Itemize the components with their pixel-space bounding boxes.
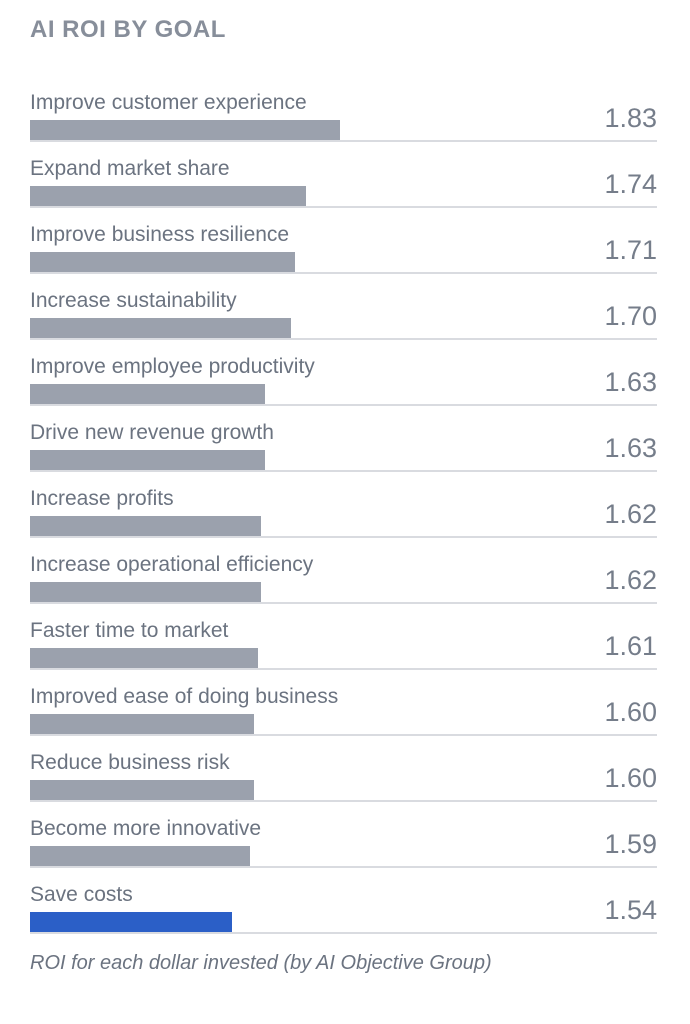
bar-track — [30, 912, 657, 934]
bar-label: Expand market share — [30, 157, 230, 180]
bar-value: 1.63 — [604, 433, 657, 463]
bar-label: Improve customer experience — [30, 91, 307, 114]
bar-value: 1.62 — [604, 565, 657, 595]
bar-row: Become more innovative 1.59 — [30, 816, 657, 868]
bar-row: Faster time to market 1.61 — [30, 618, 657, 670]
bar — [30, 846, 251, 866]
bar-label: Save costs — [30, 883, 133, 906]
bar-row: Increase operational efficiency 1.62 — [30, 552, 657, 604]
bar — [30, 186, 307, 206]
bar-label: Drive new revenue growth — [30, 421, 274, 444]
bar-value: 1.83 — [604, 103, 657, 133]
bar-row: Expand market share 1.74 — [30, 156, 657, 208]
bar-value: 1.60 — [604, 763, 657, 793]
bar-label: Improve employee productivity — [30, 355, 315, 378]
chart-title: AI ROI BY GOAL — [30, 16, 226, 43]
bar-label: Improve business resilience — [30, 223, 290, 246]
bar-label: Reduce business risk — [30, 751, 230, 774]
bar — [30, 714, 254, 734]
bar-label: Improved ease of doing business — [30, 685, 339, 708]
bar-track — [30, 318, 657, 340]
bar-track — [30, 516, 657, 538]
bar-label: Become more innovative — [30, 817, 262, 840]
bar-value: 1.74 — [604, 169, 657, 199]
bar-track — [30, 384, 657, 406]
bar-label: Increase profits — [30, 487, 174, 510]
bar — [30, 450, 266, 470]
bar — [30, 384, 266, 404]
bar-track — [30, 780, 657, 802]
bar-label: Faster time to market — [30, 619, 229, 642]
bar-row: Improve employee productivity 1.63 — [30, 354, 657, 406]
bar-row: Reduce business risk 1.60 — [30, 750, 657, 802]
bar-value: 1.60 — [604, 697, 657, 727]
bar — [30, 648, 258, 668]
bar — [30, 120, 340, 140]
bar-value: 1.54 — [604, 895, 657, 925]
bar-row: Improve customer experience 1.83 — [30, 90, 657, 142]
bar-label: Increase operational efficiency — [30, 553, 314, 576]
bar-row: Improved ease of doing business 1.60 — [30, 684, 657, 736]
bar-track — [30, 252, 657, 274]
bar-track — [30, 120, 657, 142]
bar — [30, 912, 232, 932]
bar-row: Improve business resilience 1.71 — [30, 222, 657, 274]
bar-value: 1.63 — [604, 367, 657, 397]
bar-row: Increase profits 1.62 — [30, 486, 657, 538]
bar-track — [30, 582, 657, 604]
bar-value: 1.59 — [604, 829, 657, 859]
bar-label: Increase sustainability — [30, 289, 237, 312]
bar — [30, 780, 254, 800]
bar-value: 1.70 — [604, 301, 657, 331]
bar-row: Drive new revenue growth 1.63 — [30, 420, 657, 472]
bar-track — [30, 450, 657, 472]
bar-value: 1.62 — [604, 499, 657, 529]
bar-value: 1.61 — [604, 631, 657, 661]
bar-track — [30, 846, 657, 868]
bar-track — [30, 186, 657, 208]
bar-row: Save costs 1.54 — [30, 882, 657, 934]
bar-row: Increase sustainability 1.70 — [30, 288, 657, 340]
chart-caption: ROI for each dollar invested (by AI Obje… — [30, 952, 492, 974]
bar-track — [30, 714, 657, 736]
bar — [30, 318, 292, 338]
bar — [30, 582, 262, 602]
bar-track — [30, 648, 657, 670]
bar — [30, 516, 262, 536]
bar-value: 1.71 — [604, 235, 657, 265]
bar-rows: Improve customer experience 1.83 Expand … — [30, 90, 657, 934]
bar — [30, 252, 295, 272]
